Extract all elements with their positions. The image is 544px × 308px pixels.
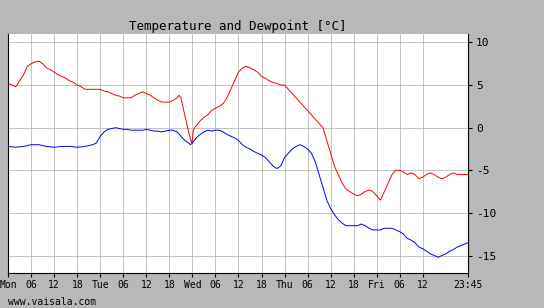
Text: www.vaisala.com: www.vaisala.com — [8, 297, 96, 307]
Title: Temperature and Dewpoint [°C]: Temperature and Dewpoint [°C] — [129, 20, 347, 33]
